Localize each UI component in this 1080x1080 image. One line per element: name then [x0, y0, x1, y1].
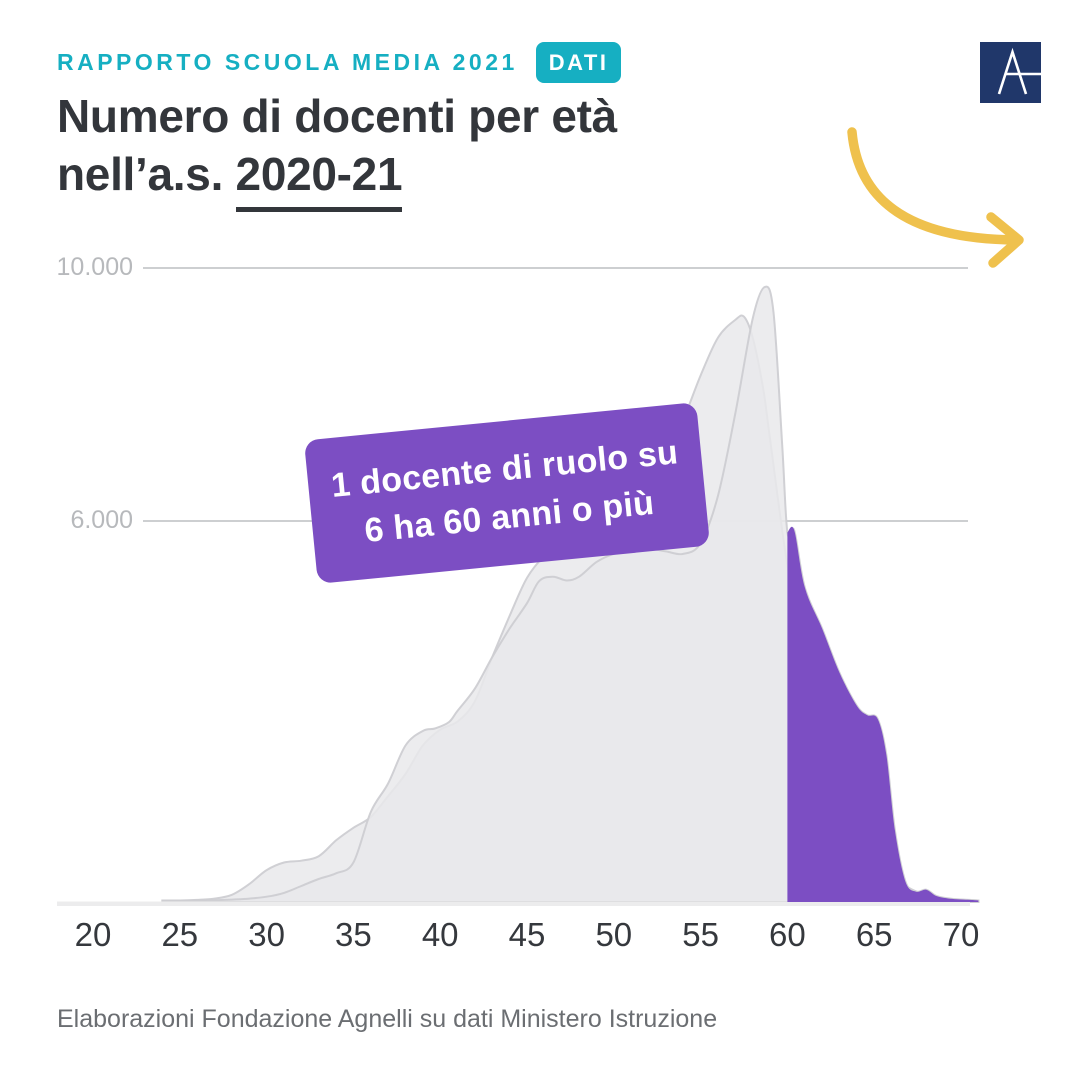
fondazione-agnelli-logo-icon [980, 42, 1046, 103]
x-axis-label-55: 55 [682, 916, 719, 953]
x-axis-label-35: 35 [335, 916, 372, 953]
report-kicker: RAPPORTO SCUOLA MEDIA 2021 [57, 49, 518, 75]
header: RAPPORTO SCUOLA MEDIA 2021 DATI [57, 42, 622, 83]
axis-baseline [57, 901, 970, 906]
logo-letter-a [997, 47, 1028, 95]
y-axis-label-6000: 6.000 [70, 506, 133, 534]
logo-square [980, 42, 1041, 103]
area-highlight-60-plus [787, 526, 979, 902]
x-axis-label-30: 30 [248, 916, 285, 953]
x-axis-label-40: 40 [421, 916, 459, 953]
curved-arrow-icon [847, 127, 1024, 268]
footer-note: Elaborazioni Fondazione Agnelli su dati … [57, 1005, 718, 1033]
y-axis-label-10000: 10.000 [56, 253, 133, 281]
x-axis-label-65: 65 [855, 916, 893, 953]
x-axis-label-50: 50 [595, 916, 633, 953]
x-axis-label-20: 20 [74, 916, 112, 953]
arrow-shaft [847, 127, 1021, 245]
x-axis-label-25: 25 [161, 916, 199, 953]
x-axis-label-45: 45 [508, 916, 546, 953]
page-title: Numero di docenti per età nell’a.s. 2020-… [57, 88, 617, 212]
title-line-1: Numero di docenti per età [57, 90, 617, 142]
x-axis-label-60: 60 [769, 916, 806, 953]
x-axis-label-70: 70 [942, 916, 980, 953]
dati-badge: DATI [535, 42, 622, 83]
title-underline: 2020-21 [235, 146, 403, 212]
arrow-head [986, 212, 1024, 268]
title-line-2-prefix: nell’a.s. [57, 147, 236, 200]
